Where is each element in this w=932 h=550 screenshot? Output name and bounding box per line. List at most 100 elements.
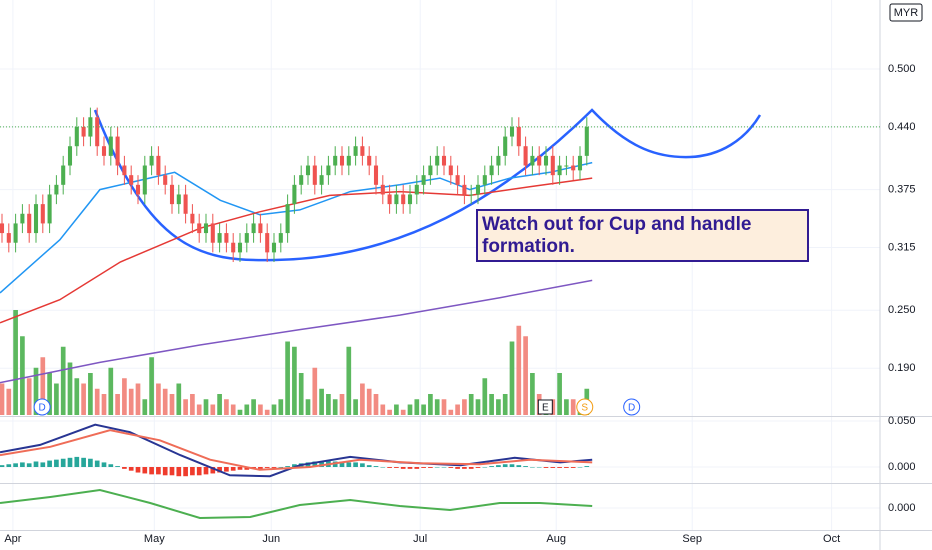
volume-bar	[557, 373, 562, 415]
price-tick-label: 0.315	[888, 241, 916, 253]
volume-bar	[400, 409, 406, 415]
volume-bar	[169, 394, 175, 415]
volume-bar	[312, 367, 318, 415]
macd-histogram-bar	[353, 462, 358, 468]
volume-bar	[462, 399, 467, 415]
candle-body	[543, 155, 549, 166]
candle-body	[387, 194, 392, 205]
candle-body	[224, 233, 229, 243]
candle-body	[217, 233, 222, 243]
volume-bar	[326, 394, 331, 415]
volume-bar	[258, 404, 263, 415]
candle-body	[292, 184, 297, 205]
annotation-box: Watch out for Cup and handle formation.	[476, 209, 809, 262]
candle-body	[537, 155, 542, 166]
price-tick-label: 0.500	[888, 63, 916, 75]
candle-body	[40, 204, 45, 224]
macd-histogram-bar	[414, 467, 420, 469]
candle-body	[47, 194, 52, 224]
candle-body	[74, 126, 79, 147]
macd-histogram-bar	[108, 464, 114, 468]
candle-body	[401, 194, 406, 205]
macd-histogram-bar	[264, 467, 270, 468]
candle-body	[183, 194, 188, 214]
candle-body	[285, 204, 290, 234]
volume-bar	[26, 378, 32, 415]
candle-body	[210, 223, 215, 243]
candle-body	[197, 223, 202, 234]
candle-body	[305, 165, 311, 176]
macd-histogram-bar	[530, 467, 535, 468]
macd-histogram-bar	[217, 467, 222, 473]
volume-bar	[0, 383, 5, 415]
macd-histogram-bar	[394, 467, 399, 468]
macd-histogram-bar	[502, 464, 508, 468]
candle-body	[509, 126, 515, 137]
macd-histogram-bar	[67, 457, 73, 468]
volume-bar	[251, 399, 256, 415]
candle-body	[149, 155, 154, 166]
candle-body	[428, 165, 433, 176]
candle-body	[95, 117, 100, 147]
volume-bar	[94, 388, 100, 415]
macd-histogram-bar	[224, 467, 229, 472]
candle-body	[496, 155, 501, 166]
volume-bar	[108, 367, 114, 415]
candle-body	[564, 165, 569, 167]
volume-bar	[122, 378, 127, 415]
candle-body	[489, 165, 494, 176]
volume-bar	[346, 346, 352, 415]
macd-histogram-bar	[434, 467, 440, 468]
volume-bar	[60, 346, 66, 415]
moving-average-line	[0, 279, 593, 384]
candle-body	[163, 175, 168, 185]
volume-bar	[394, 404, 399, 415]
volume-bar	[74, 378, 80, 415]
volume-bar	[292, 346, 297, 415]
volume-bar	[271, 404, 277, 415]
candle-body	[367, 155, 372, 166]
macd-histogram-bar	[387, 467, 392, 468]
volume-bar	[373, 394, 379, 415]
volume-bar	[468, 394, 474, 415]
macd-histogram-bar	[271, 467, 277, 468]
volume-bar	[482, 378, 488, 415]
candle-body	[571, 165, 576, 171]
candle-body	[421, 175, 426, 185]
macd-histogram-bar	[122, 467, 127, 469]
x-tick-label: Sep	[682, 533, 702, 545]
candle-body	[135, 184, 141, 195]
volume-bar	[203, 399, 209, 415]
candle-body	[530, 155, 535, 166]
volume-bar	[489, 394, 494, 415]
candle-body	[0, 223, 5, 234]
event-marker	[33, 398, 51, 416]
macd-histogram-bar	[482, 467, 488, 468]
candle-body	[475, 184, 481, 195]
price-tick-label: 0.190	[888, 362, 916, 374]
candle-body	[231, 242, 236, 253]
macd-histogram-bar	[47, 460, 52, 468]
volume-bar	[428, 394, 433, 415]
candle-body	[115, 136, 120, 166]
macd-histogram-bar	[570, 467, 576, 468]
macd-histogram-bar	[203, 467, 209, 475]
candle-body	[523, 146, 528, 166]
volume-bar	[298, 373, 304, 415]
volume-bar	[244, 404, 250, 415]
volume-bar	[81, 383, 86, 415]
volume-bar	[210, 404, 216, 415]
volume-bar	[54, 383, 59, 415]
macd-histogram-bar	[244, 467, 250, 470]
macd-tick-label: 0.000	[888, 461, 916, 473]
volume-bar	[509, 341, 515, 415]
candle-body	[122, 165, 127, 176]
event-label: E	[542, 403, 549, 414]
volume-bar	[217, 394, 222, 415]
x-tick-label: Aug	[546, 533, 566, 545]
volume-bar	[88, 373, 93, 415]
volume-bar	[434, 399, 440, 415]
macd-histogram-bar	[115, 466, 120, 468]
x-tick-label: Jun	[262, 533, 280, 545]
macd-histogram-bar	[577, 467, 583, 468]
